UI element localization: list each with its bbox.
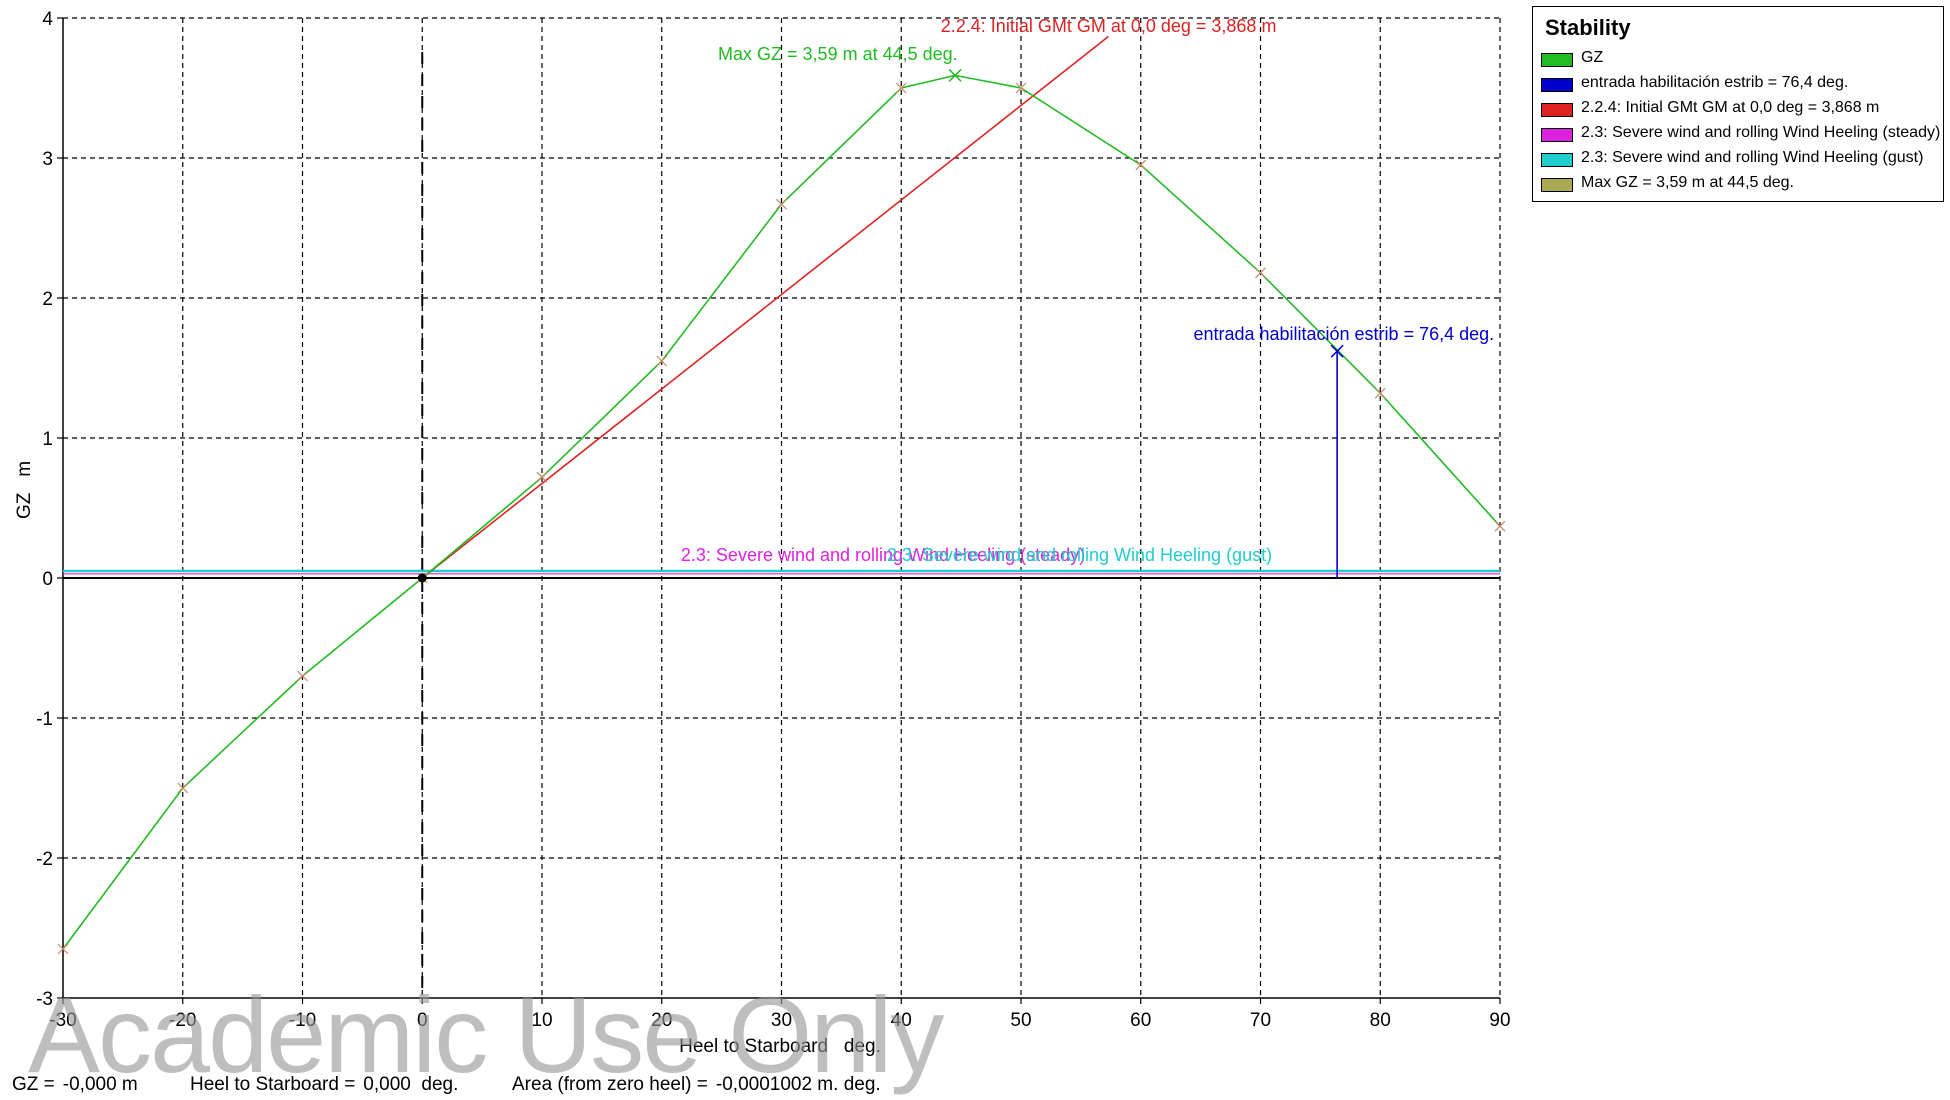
y-tick-label: 1 — [42, 429, 53, 450]
series-line-gz — [62, 74, 1501, 950]
chart-legend: Stability GZ entrada habilitación estrib… — [1532, 6, 1944, 202]
gz-point — [536, 471, 548, 483]
x-tick-label: -10 — [289, 1010, 316, 1031]
gz-point — [656, 355, 668, 367]
legend-label: Max GZ = 3,59 m at 44,5 deg. — [1581, 174, 1794, 191]
legend-item-max-gz: Max GZ = 3,59 m at 44,5 deg. — [1541, 174, 1941, 198]
annotation-entrada: entrada habilitación estrib = 76,4 deg. — [1193, 324, 1494, 344]
y-tick-label: 3 — [42, 149, 53, 170]
annotation-wind-steady: 2.3: Severe wind and rolling Wind Heelin… — [681, 545, 1085, 565]
legend-label: 2.3: Severe wind and rolling Wind Heelin… — [1581, 124, 1941, 141]
status-heel-value: 0,000 deg. — [363, 1074, 459, 1095]
status-bar: GZ = -0,000 m Heel to Starboard = 0,000 de… — [0, 1070, 1950, 1100]
entrada-marker — [1330, 344, 1344, 358]
gz-point — [1135, 159, 1147, 171]
legend-label: entrada habilitación estrib = 76,4 deg. — [1581, 74, 1849, 91]
status-heel-label: Heel to Starboard = — [190, 1074, 356, 1095]
x-tick-label: 60 — [1130, 1010, 1151, 1031]
y-tick-label: -1 — [36, 709, 53, 730]
legend-swatch — [1541, 153, 1573, 167]
x-tick-label: 30 — [771, 1010, 792, 1031]
legend-item-gz: GZ — [1541, 49, 1941, 73]
x-tick-label: -30 — [49, 1010, 76, 1031]
legend-item-wind-gust: 2.3: Severe wind and rolling Wind Heelin… — [1541, 149, 1941, 173]
annotation-wind-gust: 2.3: Severe wind and rolling Wind Heelin… — [887, 545, 1272, 565]
legend-item-initial-gm: 2.2.4: Initial GMt GM at 0,0 deg = 3,868… — [1541, 99, 1941, 123]
legend-swatch — [1541, 53, 1573, 67]
legend-label: 2.3: Severe wind and rolling Wind Heelin… — [1581, 149, 1924, 166]
gz-point — [177, 782, 189, 794]
x-tick-label: 90 — [1489, 1010, 1510, 1031]
gz-point — [1494, 520, 1506, 532]
legend-label: 2.2.4: Initial GMt GM at 0,0 deg = 3,868… — [1581, 99, 1880, 116]
legend-item-entrada: entrada habilitación estrib = 76,4 deg. — [1541, 74, 1941, 98]
x-tick-label: 0 — [417, 1010, 428, 1031]
x-tick-label: 70 — [1250, 1010, 1271, 1031]
y-tick-label: 4 — [42, 9, 53, 30]
gz-point — [895, 82, 907, 94]
x-tick-label: 50 — [1010, 1010, 1031, 1031]
status-gz-label: GZ = — [12, 1074, 55, 1095]
annotations: 2.2.4: Initial GMt GM at 0,0 deg = 3,868… — [681, 16, 1494, 565]
status-heel: Heel to Starboard = 0,000 deg. — [190, 1074, 458, 1096]
x-tick-label: -20 — [169, 1010, 196, 1031]
y-tick-label: -2 — [36, 849, 53, 870]
x-tick-label: 80 — [1370, 1010, 1391, 1031]
x-tick-label: 10 — [531, 1010, 552, 1031]
y-tick-label: 2 — [42, 289, 53, 310]
legend-title: Stability — [1545, 15, 1631, 40]
annotation-initial-gm: 2.2.4: Initial GMt GM at 0,0 deg = 3,868… — [941, 16, 1277, 36]
gz-point — [1255, 267, 1266, 279]
legend-swatch — [1541, 78, 1573, 92]
legend-swatch — [1541, 103, 1573, 117]
x-axis-label: Heel to Starboard deg. — [679, 1036, 881, 1057]
gz-point — [297, 670, 308, 682]
y-tick-label: 0 — [42, 569, 53, 590]
status-area-label: Area (from zero heel) = — [512, 1074, 708, 1095]
data-series — [57, 35, 1506, 998]
origin-point — [417, 573, 427, 583]
series-line-initial-gm — [421, 35, 1109, 579]
legend-item-wind-steady: 2.3: Severe wind and rolling Wind Heelin… — [1541, 124, 1941, 148]
legend-swatch — [1541, 128, 1573, 142]
gz-point — [1015, 82, 1027, 94]
y-axis-label: GZ m — [14, 461, 35, 519]
max-gz-marker — [948, 68, 962, 82]
gz-point — [57, 943, 69, 955]
legend-swatch — [1541, 178, 1573, 192]
status-area: Area (from zero heel) = -0,0001002 m. deg… — [512, 1074, 881, 1096]
legend-label: GZ — [1581, 49, 1604, 66]
status-gz-value: -0,000 m — [62, 1074, 138, 1095]
x-tick-label: 40 — [891, 1010, 912, 1031]
annotation-max-gz: Max GZ = 3,59 m at 44,5 deg. — [718, 44, 958, 64]
x-tick-label: 20 — [651, 1010, 672, 1031]
status-gz: GZ = -0,000 m — [12, 1074, 138, 1096]
gz-point — [1374, 387, 1386, 399]
status-area-value: -0,0001002 m. deg. — [715, 1074, 881, 1095]
gz-point — [776, 198, 787, 210]
y-tick-label: -3 — [36, 989, 53, 1010]
